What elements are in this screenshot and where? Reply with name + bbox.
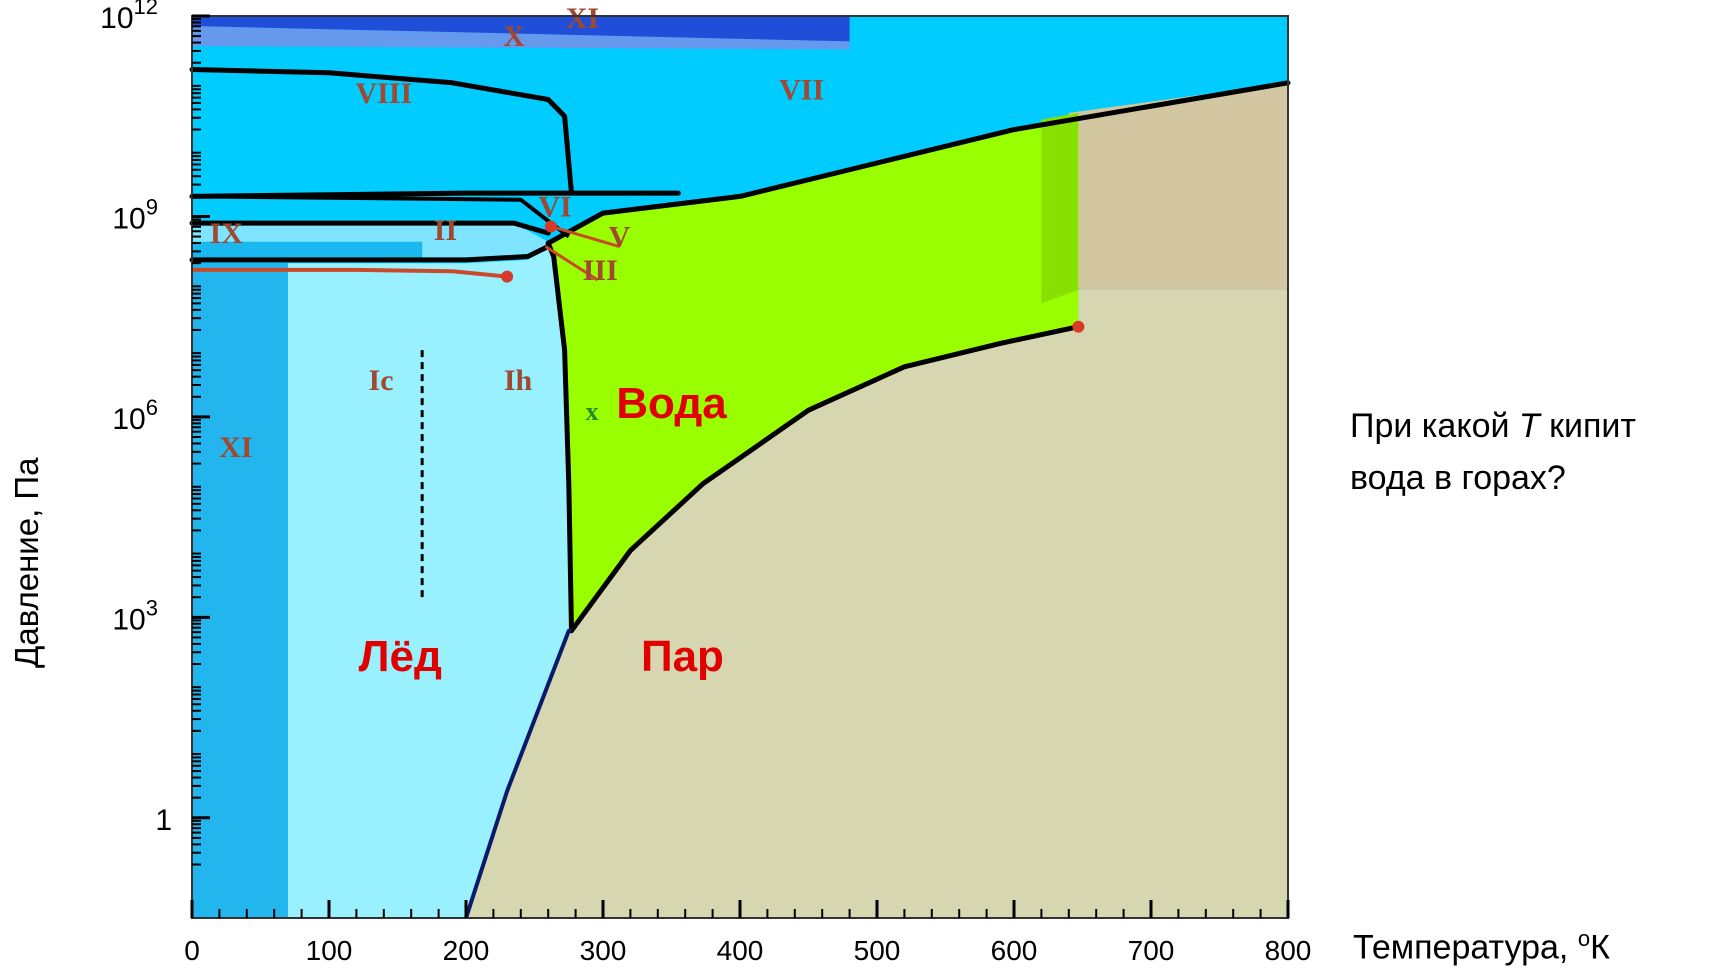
question-variable: T	[1518, 407, 1540, 445]
boundary-VIII-top	[189, 67, 574, 196]
roman-label-XI: XI	[219, 431, 252, 464]
roman-label-X: X	[503, 20, 525, 53]
region-ice-x-lower	[192, 26, 850, 50]
roman-label-XI: XI	[566, 2, 599, 35]
boundary-sublimation	[464, 628, 572, 919]
triple-point-marker-1	[544, 220, 557, 233]
roman-label-Ih: Ih	[504, 364, 533, 397]
region-ice-ih	[287, 246, 572, 918]
boundary-VI-VII-VIII	[189, 190, 681, 199]
region-ice-xi-high	[192, 16, 850, 42]
x-tick-label-800: 800	[1265, 935, 1312, 966]
x-axis-label: Температура, oК	[1353, 926, 1610, 967]
region-liquid-edge	[1041, 112, 1079, 304]
phase-label-Вода: Вода	[616, 379, 727, 428]
roman-label-IX: IX	[210, 217, 244, 250]
triple-point-marker-0	[501, 270, 514, 283]
boundary-vaporization	[569, 324, 1081, 634]
boundary-Ih-II	[189, 244, 551, 263]
x-tick-label-600: 600	[991, 935, 1038, 966]
x-axis-label-text: Температура,	[1353, 928, 1578, 967]
region-ice-ix	[192, 241, 423, 260]
y-tick-label-103: 103	[112, 595, 158, 636]
x-tick-label-100: 100	[306, 935, 353, 966]
critical-point-marker	[1072, 320, 1085, 333]
question-part2: кипит вода в горах?	[1350, 407, 1636, 497]
phase-label-Лёд: Лёд	[359, 632, 442, 681]
y-tick-label-1: 1	[155, 804, 172, 837]
region-ice-ii	[192, 223, 551, 260]
boundary-VII-liquid	[545, 80, 1291, 246]
y-tick-label-106: 106	[112, 395, 158, 436]
x-tick-label-700: 700	[1128, 935, 1175, 966]
x-tick-label-300: 300	[580, 935, 627, 966]
x-tick-label-0: 0	[184, 935, 200, 966]
x-tick-label-200: 200	[443, 935, 490, 966]
y-tick-label-109: 109	[112, 194, 158, 235]
boundary-II-upper	[189, 220, 551, 236]
pointer-iii	[544, 245, 599, 282]
x-tick-label-500: 500	[854, 935, 901, 966]
y-tick-label-1012: 1012	[100, 0, 158, 35]
roman-label-V: V	[609, 221, 631, 254]
pointer-v	[550, 225, 620, 248]
x-axis-unit: К	[1590, 928, 1610, 967]
region-supercritical	[1068, 82, 1288, 290]
x-axis-unit-sup: o	[1577, 926, 1591, 951]
roman-label-III: III	[583, 254, 618, 287]
question-part1: При какой	[1350, 407, 1519, 445]
roman-label-VII: VII	[779, 74, 824, 107]
roman-label-VIII: VIII	[355, 77, 412, 110]
roman-label-Ic: Ic	[369, 364, 394, 397]
phase-label-Пар: Пар	[641, 632, 724, 681]
region-ice-xi-low	[192, 263, 288, 918]
boundary-ix-metastable	[192, 267, 508, 279]
y-axis-label: Давление, Па	[8, 457, 45, 668]
roman-label-x: x	[586, 397, 599, 426]
region-vapor	[466, 289, 1288, 918]
x-tick-label-400: 400	[717, 935, 764, 966]
roman-label-VI: VI	[538, 190, 571, 223]
question-text: При какой T кипит вода в горах?	[1350, 400, 1680, 504]
roman-label-II: II	[434, 214, 457, 247]
